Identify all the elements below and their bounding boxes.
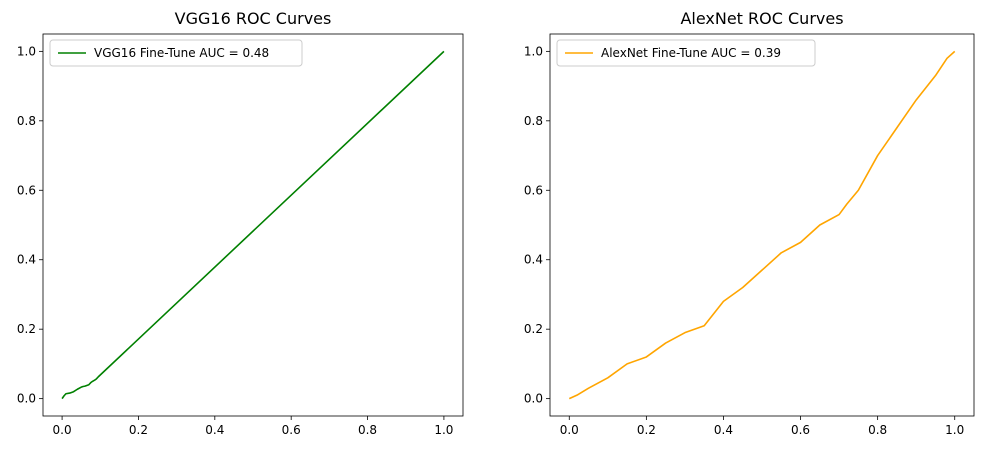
x-tick-label: 0.2 [129,423,148,437]
chart-panel-2: AlexNet ROC Curves 0.0 0.2 0.4 0.6 0.8 1.0 0.0 0… [524,9,975,437]
y-tick-label: 0.6 [524,183,543,197]
x-tick-label: 0.6 [282,423,301,437]
x-tick-label: 0.8 [868,423,887,437]
chart-title: AlexNet ROC Curves [680,9,843,28]
y-tick-label: 0.8 [524,114,543,128]
y-tick-label: 0.8 [17,114,36,128]
y-tick-label: 1.0 [17,44,36,58]
y-tick-label: 0.0 [524,392,543,406]
x-tick-label: 0.4 [714,423,733,437]
x-tick-label: 0.6 [791,423,810,437]
legend: AlexNet Fine-Tune AUC = 0.39 [556,39,816,67]
x-tick-label: 0.0 [53,423,72,437]
legend-label: AlexNet Fine-Tune AUC = 0.39 [601,46,781,60]
x-tick-label: 0.0 [560,423,579,437]
series-line-1 [568,50,956,400]
chart-title: VGG16 ROC Curves [175,9,332,28]
x-tick-label: 1.0 [945,423,964,437]
y-tick-label: 0.2 [524,322,543,336]
series-line-1 [61,50,445,400]
legend-label: VGG16 Fine-Tune AUC = 0.48 [94,46,269,60]
y-tick-label: 0.2 [17,322,36,336]
legend-box [49,39,303,67]
legend: VGG16 Fine-Tune AUC = 0.48 [49,39,303,67]
y-tick-label: 0.4 [17,253,36,267]
y-tick-label: 0.6 [17,183,36,197]
y-tick-label: 1.0 [524,44,543,58]
chart-panel-1: VGG16 ROC Curves 0.0 0.2 0.4 0.6 0.8 1.0 0.0 0.2… [17,9,464,437]
y-tick-label: 0.0 [17,392,36,406]
x-tick-label: 0.2 [637,423,656,437]
x-tick-label: 1.0 [434,423,453,437]
axes-frame [549,33,975,417]
x-tick-label: 0.8 [358,423,377,437]
y-tick-label: 0.4 [524,253,543,267]
x-tick-label: 0.4 [205,423,224,437]
legend-box [556,39,816,67]
axes-frame [42,33,464,417]
